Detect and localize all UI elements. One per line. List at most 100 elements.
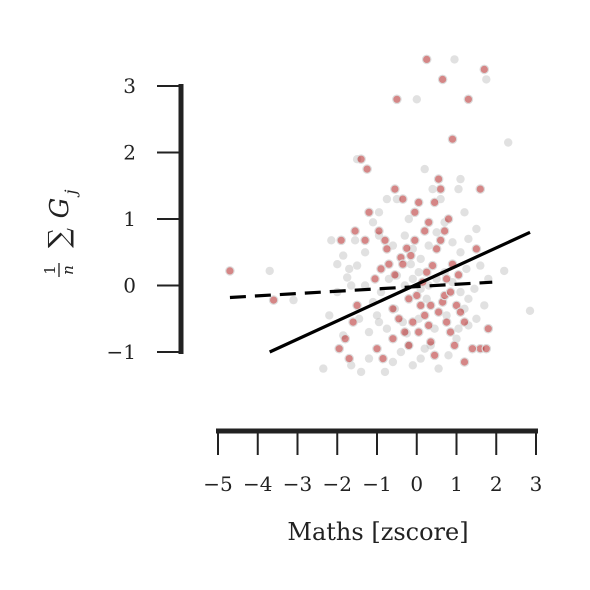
x-tick-label: 2 — [490, 472, 503, 496]
point-grey — [422, 294, 431, 303]
point-red — [439, 226, 450, 236]
x-tick-label: −1 — [362, 472, 391, 496]
point-grey — [406, 260, 415, 269]
point-grey — [434, 364, 443, 373]
point-red — [423, 320, 434, 331]
point-grey — [319, 364, 328, 373]
y-axis-title-var: G — [45, 198, 75, 219]
point-grey — [408, 361, 417, 370]
point-grey — [408, 274, 417, 284]
x-tick-label: −3 — [283, 472, 312, 496]
point-grey — [420, 164, 429, 174]
point-grey — [388, 357, 398, 367]
point-grey — [382, 324, 392, 333]
point-red — [392, 94, 402, 105]
point-red — [441, 317, 452, 327]
point-red — [407, 317, 418, 327]
point-red — [382, 244, 392, 254]
point-red — [390, 184, 400, 194]
point-red — [415, 300, 426, 311]
point-red — [364, 207, 374, 218]
point-red — [423, 217, 434, 228]
point-grey — [416, 354, 425, 363]
point-red — [362, 164, 372, 174]
point-red — [225, 266, 235, 276]
point-grey — [372, 311, 382, 320]
point-grey — [444, 351, 453, 360]
point-red — [394, 313, 404, 324]
point-red — [397, 259, 408, 269]
point-red — [397, 194, 408, 204]
point-grey — [364, 327, 374, 337]
x-axis-ticks: −5 −4 −3 −2 −1 0 1 2 3 — [203, 431, 542, 496]
point-grey — [360, 281, 370, 290]
point-grey — [500, 266, 509, 276]
point-red — [441, 274, 452, 284]
point-red — [419, 226, 430, 236]
point-red — [467, 343, 478, 354]
point-red — [352, 300, 362, 311]
point-grey — [347, 281, 356, 290]
trend-lines — [229, 230, 531, 354]
x-tick-label: 3 — [530, 472, 543, 496]
point-grey — [424, 241, 433, 250]
point-grey — [462, 264, 471, 274]
point-red — [437, 74, 448, 85]
point-grey — [364, 354, 374, 363]
point-red — [360, 235, 370, 246]
point-grey — [482, 75, 491, 84]
point-grey — [442, 311, 451, 320]
point-grey — [414, 268, 423, 277]
point-red — [356, 154, 366, 164]
point-red — [433, 174, 444, 184]
point-grey — [432, 228, 441, 237]
point-red — [411, 290, 422, 301]
x-tick-label: −2 — [323, 472, 352, 496]
point-red — [380, 235, 390, 246]
y-tick-label: −1 — [107, 340, 136, 364]
point-red — [421, 267, 432, 277]
point-red — [463, 94, 474, 105]
point-red — [413, 197, 424, 208]
point-grey — [289, 295, 298, 305]
point-grey — [454, 324, 463, 333]
point-grey — [476, 261, 485, 270]
point-red — [388, 333, 398, 344]
point-grey — [420, 344, 429, 353]
point-red — [453, 270, 464, 280]
y-tick-label: 0 — [123, 274, 136, 298]
point-red — [372, 343, 382, 354]
point-grey — [450, 55, 459, 64]
point-grey — [396, 347, 406, 357]
point-grey — [374, 317, 384, 327]
point-red — [344, 353, 354, 364]
point-red — [384, 259, 394, 269]
point-red — [403, 293, 414, 304]
point-red — [429, 197, 440, 208]
point-grey — [333, 260, 342, 269]
point-grey — [454, 184, 463, 194]
point-grey — [356, 367, 366, 377]
point-red — [268, 295, 279, 305]
point-red — [403, 340, 414, 351]
y-axis-title-sum: ∑ — [42, 228, 75, 248]
point-grey — [350, 236, 360, 245]
point-red — [419, 310, 430, 321]
point-red — [350, 226, 360, 236]
point-red — [459, 317, 470, 327]
x-axis-title: Maths [zscore] — [287, 518, 468, 546]
point-grey — [472, 224, 481, 234]
point-grey — [460, 208, 469, 217]
point-red — [447, 134, 458, 144]
point-grey — [374, 208, 384, 217]
y-tick-label: 2 — [123, 141, 136, 165]
point-red — [409, 235, 420, 246]
x-tick-label: 0 — [410, 472, 423, 496]
y-axis-title-sub: j — [61, 189, 80, 197]
y-tick-label: 1 — [123, 207, 136, 231]
point-red — [455, 307, 466, 317]
point-red — [425, 337, 436, 347]
point-red — [481, 343, 492, 354]
point-red — [425, 300, 436, 311]
